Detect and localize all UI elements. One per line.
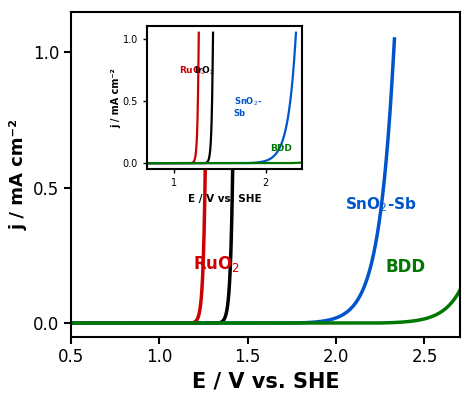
X-axis label: E / V vs. SHE: E / V vs. SHE: [191, 372, 339, 392]
Text: RuO$_2$: RuO$_2$: [193, 254, 240, 274]
Text: SnO$_2$-Sb: SnO$_2$-Sb: [345, 195, 417, 214]
Text: IrO$_2$: IrO$_2$: [249, 140, 286, 160]
Text: BDD: BDD: [385, 258, 426, 276]
Y-axis label: j / mA cm⁻²: j / mA cm⁻²: [9, 119, 27, 230]
